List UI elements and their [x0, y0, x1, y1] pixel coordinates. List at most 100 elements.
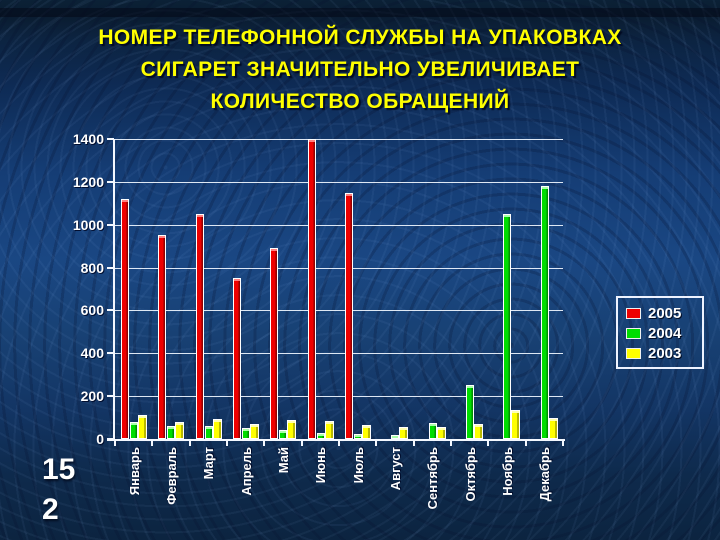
bar-2003-Февраль [175, 421, 185, 439]
gridline-800 [115, 267, 563, 269]
x-axis-label-Август: Август [388, 447, 403, 491]
x-tick-9 [450, 441, 452, 446]
bar-2005-Апрель [233, 278, 241, 439]
gridline-1000 [115, 224, 563, 226]
bar-2004-Март [204, 426, 213, 439]
legend-swatch-2003 [626, 347, 641, 359]
bar-2004-Июнь [316, 432, 325, 439]
x-axis-line [107, 439, 565, 441]
bar-2005-Июнь [307, 139, 316, 439]
legend-swatch-2004 [626, 327, 641, 339]
bar-2003-Март [212, 418, 222, 439]
gridline-400 [115, 353, 563, 355]
bar-2003-Май [287, 419, 297, 439]
page-number: 15 2 [42, 450, 75, 530]
bar-2003-Октябрь [474, 424, 483, 439]
y-tick-600 [107, 309, 114, 312]
x-axis-label-Январь: Январь [126, 447, 142, 496]
x-axis-label-Ноябрь: Ноябрь [500, 447, 515, 496]
x-axis-label-Октябрь: Октябрь [462, 447, 478, 502]
bar-2004-Ноябрь [503, 214, 512, 439]
gridline-1200 [115, 181, 563, 183]
bar-2003-Август [399, 427, 409, 439]
bar-2003-Апрель [250, 424, 259, 439]
x-tick-2 [188, 441, 191, 446]
y-tick-200 [107, 395, 114, 398]
slide-title-line-3: КОЛИЧЕСТВО ОБРАЩЕНИЙ [210, 90, 510, 113]
y-axis-label-1000: 1000 [72, 216, 104, 233]
y-tick-1200 [107, 180, 114, 183]
x-axis-label-Февраль: Февраль [164, 447, 179, 505]
y-tick-0 [107, 438, 114, 440]
x-tick-12 [562, 441, 564, 446]
bar-2005-Январь [121, 199, 129, 439]
legend-label-2005: 2005 [648, 304, 682, 322]
x-axis-label-Апрель: Апрель [238, 447, 254, 496]
x-tick-7 [375, 441, 378, 446]
legend-swatch-2005 [626, 307, 641, 319]
bar-2003-Июнь [324, 420, 334, 439]
x-tick-4 [263, 441, 266, 446]
bar-2004-Апрель [242, 428, 250, 439]
gridline-200 [115, 396, 563, 398]
y-axis-label-400: 400 [80, 345, 104, 362]
bar-2005-Март [195, 214, 204, 439]
x-tick-0 [114, 441, 116, 446]
page-number-line-2: 2 [42, 493, 59, 526]
slide-title-line-2: СИГАРЕТ ЗНАЧИТЕЛЬНО УВЕЛИЧИВАЕТ [140, 58, 580, 81]
x-axis-label-Сентябрь: Сентябрь [425, 447, 441, 510]
y-tick-800 [107, 266, 114, 269]
bar-2004-Январь [130, 421, 138, 439]
bar-2004-Август [391, 434, 400, 439]
gridline-600 [115, 310, 563, 312]
x-tick-3 [226, 441, 228, 446]
x-axis-label-Март: Март [201, 447, 217, 480]
bar-2005-Февраль [158, 235, 167, 439]
slide-title: НОМЕР ТЕЛЕФОННОЙ СЛУЖБЫ НА УПАКОВКАХ СИГ… [0, 22, 720, 118]
x-axis-label-Май: Май [276, 447, 291, 474]
x-axis-label-Июль: Июль [350, 447, 366, 484]
y-axis-label-1200: 1200 [72, 173, 104, 190]
x-tick-8 [412, 441, 415, 446]
x-axis-label-Июнь: Июнь [313, 447, 329, 484]
bar-2003-Сентябрь [436, 427, 446, 439]
legend-label-2003: 2003 [648, 344, 682, 362]
x-tick-1 [151, 441, 154, 446]
x-tick-6 [338, 441, 340, 446]
top-dark-band [0, 8, 720, 17]
y-axis-label-800: 800 [80, 259, 104, 276]
gridline-1400 [115, 139, 563, 140]
bar-2003-Ноябрь [511, 410, 521, 439]
slide-title-line-1: НОМЕР ТЕЛЕФОННОЙ СЛУЖБЫ НА УПАКОВКАХ [98, 26, 622, 49]
y-axis-label-1400: 1400 [72, 131, 104, 147]
y-axis-line [113, 139, 115, 441]
x-axis-label-Декабрь: Декабрь [537, 447, 553, 502]
chart-plot-area [107, 139, 565, 446]
legend-item-2005: 2005 [626, 303, 702, 323]
bar-2004-Октябрь [466, 385, 474, 439]
y-tick-1400 [107, 138, 114, 140]
legend-label-2004: 2004 [648, 324, 682, 342]
x-tick-10 [487, 441, 490, 446]
y-tick-1000 [107, 223, 114, 226]
bar-2004-Сентябрь [428, 422, 437, 439]
y-axis-label-600: 600 [80, 302, 104, 319]
bar-2003-Январь [138, 415, 147, 439]
page-number-line-1: 15 [42, 453, 76, 486]
bar-2005-Май [270, 248, 279, 439]
legend-item-2003: 2003 [626, 343, 702, 363]
bar-2004-Декабрь [540, 186, 549, 439]
x-tick-5 [300, 441, 303, 446]
legend-item-2004: 2004 [626, 323, 702, 343]
bar-2003-Декабрь [548, 417, 558, 439]
y-axis-label-0: 0 [96, 431, 104, 447]
legend-box: 2005 2004 2003 [616, 296, 704, 369]
y-tick-400 [107, 352, 114, 355]
bar-2005-Июль [345, 192, 353, 439]
bar-2004-Май [279, 430, 288, 439]
y-axis-label-200: 200 [80, 388, 104, 405]
bar-2003-Июль [362, 425, 371, 439]
bar-2004-Июль [354, 433, 362, 439]
bar-2004-Февраль [167, 426, 176, 439]
